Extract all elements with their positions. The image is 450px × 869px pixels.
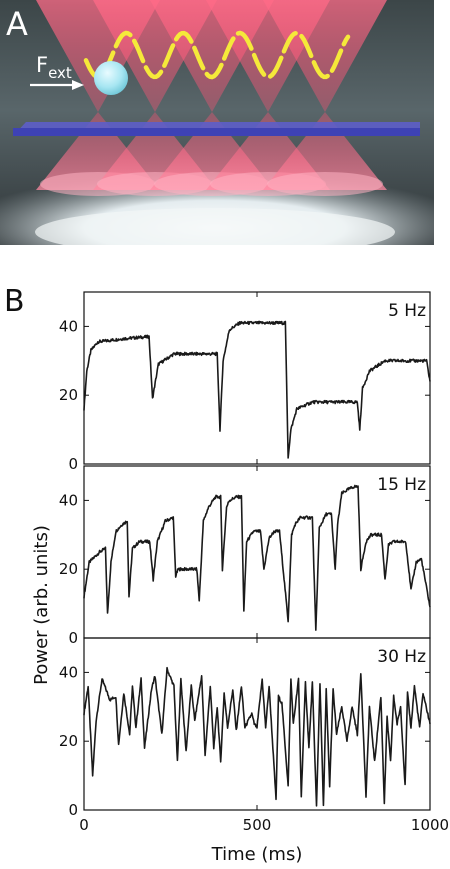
bead-icon — [94, 61, 128, 95]
x-tick-label: 0 — [79, 816, 89, 834]
x-tick-label: 1000 — [411, 816, 449, 834]
y-axis-label: Power (arb. units) — [31, 525, 52, 685]
panel-b-label: B — [4, 284, 25, 319]
y-tick-label: 20 — [59, 732, 78, 750]
plot-frame — [83, 291, 431, 465]
y-tick-label: 40 — [59, 317, 78, 335]
panel-a-illustration: Fext A — [0, 0, 434, 245]
y-tick-label: 0 — [68, 629, 78, 647]
y-tick-label: 0 — [68, 455, 78, 473]
x-tick-label: 500 — [243, 816, 272, 834]
chart-title: 30 Hz — [377, 647, 426, 667]
y-tick-label: 40 — [59, 491, 78, 509]
chart-title: 15 Hz — [377, 475, 426, 495]
chart-title: 5 Hz — [388, 301, 426, 321]
y-tick-label: 40 — [59, 663, 78, 681]
series-line — [83, 484, 431, 631]
chart-0: 0 20 40 5 Hz — [59, 291, 431, 473]
series-line — [83, 320, 431, 459]
panel-a-label: A — [6, 5, 28, 43]
chart-2: 0 20 40 0 500 1000 30 Hz — [59, 637, 449, 834]
y-tick-label: 20 — [59, 560, 78, 578]
x-axis-label: Time (ms) — [211, 844, 303, 865]
y-tick-label: 20 — [59, 386, 78, 404]
force-label: Fext — [36, 53, 72, 82]
chart-1: 0 20 40 15 Hz — [59, 465, 431, 647]
series-line — [83, 666, 431, 807]
y-tick-label: 0 — [68, 801, 78, 819]
